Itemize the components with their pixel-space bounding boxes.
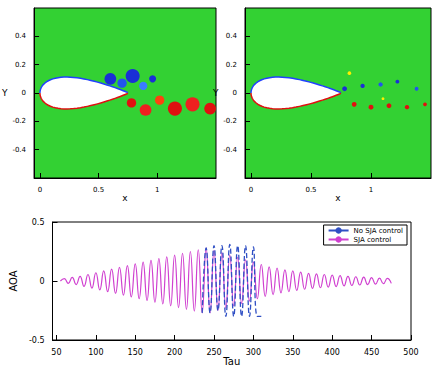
svg-text:-0.5: -0.5	[29, 336, 45, 345]
svg-text:0: 0	[233, 89, 237, 97]
svg-text:300: 300	[246, 348, 261, 357]
svg-text:-0.4: -0.4	[223, 146, 237, 154]
svg-text:400: 400	[325, 348, 340, 357]
svg-text:0: 0	[39, 277, 44, 286]
svg-text:x: x	[122, 193, 128, 203]
svg-text:Y: Y	[1, 88, 8, 98]
svg-text:1: 1	[155, 186, 159, 194]
svg-text:0.2: 0.2	[15, 61, 26, 69]
svg-text:0: 0	[22, 89, 26, 97]
svg-text:0.5: 0.5	[32, 218, 45, 227]
svg-text:450: 450	[364, 348, 379, 357]
svg-text:250: 250	[206, 348, 221, 357]
svg-text:No SJA control: No SJA control	[354, 227, 403, 235]
svg-text:0.2: 0.2	[226, 61, 237, 69]
svg-text:Tau: Tau	[222, 356, 240, 367]
svg-text:0.5: 0.5	[93, 186, 104, 194]
svg-text:0.4: 0.4	[15, 32, 27, 40]
svg-text:-0.4: -0.4	[12, 146, 26, 154]
svg-text:1: 1	[369, 186, 373, 194]
svg-text:0: 0	[38, 186, 42, 194]
svg-text:x: x	[335, 193, 341, 203]
svg-text:100: 100	[88, 348, 103, 357]
svg-text:-0.2: -0.2	[12, 117, 26, 125]
svg-text:-0.2: -0.2	[223, 117, 237, 125]
svg-text:0.5: 0.5	[305, 186, 316, 194]
svg-text:150: 150	[128, 348, 143, 357]
svg-text:50: 50	[51, 348, 61, 357]
svg-text:500: 500	[403, 348, 418, 357]
svg-text:0.4: 0.4	[226, 32, 238, 40]
svg-text:350: 350	[285, 348, 300, 357]
svg-text:AOA: AOA	[8, 270, 19, 291]
svg-text:0: 0	[249, 186, 253, 194]
svg-text:Y: Y	[212, 88, 219, 98]
svg-text:200: 200	[167, 348, 182, 357]
svg-text:SJA control: SJA control	[354, 236, 392, 244]
